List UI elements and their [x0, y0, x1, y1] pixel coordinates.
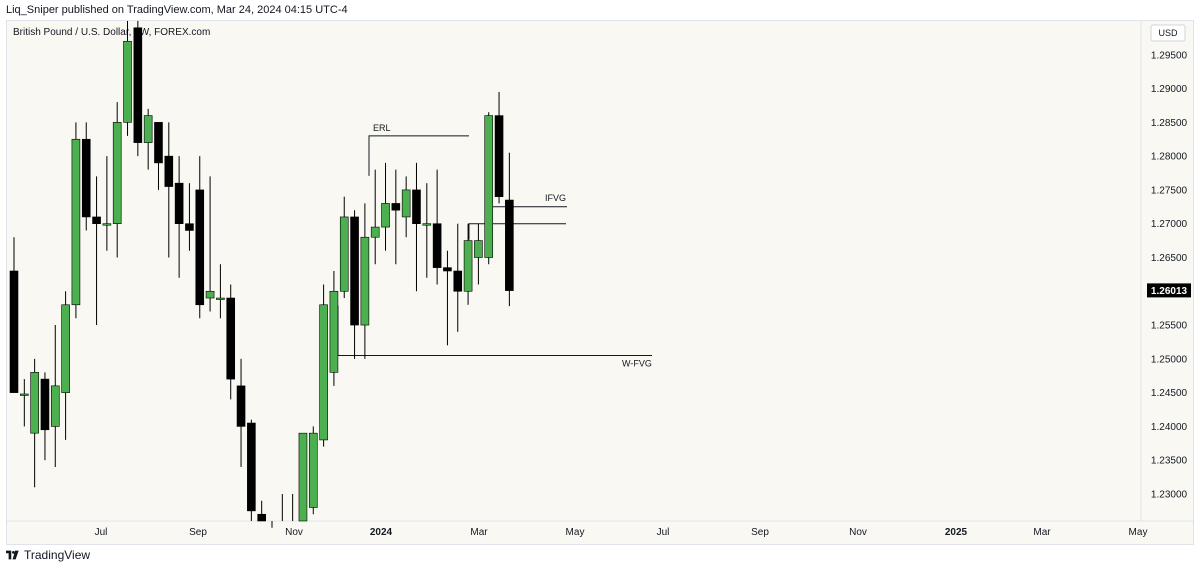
candle-up	[422, 223, 432, 226]
candle-down	[505, 199, 514, 291]
x-tick-label: May	[1129, 527, 1148, 538]
x-tick-label: Nov	[285, 527, 303, 538]
candle-down	[236, 385, 246, 427]
published-text: Liq_Sniper published on TradingView.com,…	[6, 4, 348, 16]
publisher-header: Liq_Sniper published on TradingView.com,…	[0, 0, 1200, 20]
last-price-label: 1.26013	[1151, 286, 1188, 297]
x-tick-label: Jul	[657, 527, 670, 538]
candle-up	[216, 297, 225, 300]
candle-down	[257, 513, 266, 522]
x-tick-label: Jul	[95, 527, 108, 538]
candle-up	[370, 226, 380, 238]
level-line	[468, 223, 566, 240]
candle-up	[102, 223, 112, 226]
candle-down	[247, 422, 256, 512]
candle-up	[61, 304, 70, 393]
y-tick-label: 1.23000	[1151, 489, 1188, 500]
y-tick-label: 1.24000	[1151, 422, 1188, 433]
currency-label: USD	[1158, 28, 1178, 38]
candle-up	[329, 290, 339, 373]
candle-up	[205, 290, 215, 299]
candle-down	[195, 189, 205, 306]
last-price-tag: 1.26013	[1147, 283, 1191, 298]
candle-down	[40, 378, 50, 431]
candle-up	[20, 393, 29, 396]
ifvg-label: IFVG	[545, 193, 566, 203]
candle-down	[185, 223, 194, 231]
candle-up	[381, 203, 390, 228]
currency-button[interactable]: USD	[1150, 24, 1186, 42]
y-tick-label: 1.29500	[1151, 50, 1188, 61]
y-tick-label: 1.27500	[1151, 185, 1188, 196]
footer-brand[interactable]: TradingView	[6, 545, 90, 565]
candle-down	[174, 182, 184, 225]
y-tick-label: 1.27000	[1151, 219, 1188, 230]
x-tick-label: Nov	[849, 527, 867, 538]
symbol-label: British Pound / U.S. Dollar, 1W, FOREX.c…	[13, 27, 210, 38]
y-tick-label: 1.25500	[1151, 321, 1188, 332]
wfvg-label: W-FVG	[622, 358, 652, 368]
candle-down	[92, 216, 101, 225]
x-tick-label: Sep	[189, 527, 207, 538]
candle-up	[112, 122, 122, 225]
x-tick-labels: Jul Sep Nov 2024 Mar May Jul Sep Nov 2025 Mar May	[95, 527, 1148, 538]
candle-down	[432, 223, 442, 268]
y-tick-labels: 1.23000 1.23500 1.24000 1.24500 1.25000 1.255…	[1151, 50, 1188, 500]
y-tick-label: 1.29000	[1151, 84, 1188, 95]
candle-up	[401, 189, 411, 218]
candle-down	[164, 155, 174, 187]
y-tick-label: 1.26500	[1151, 253, 1188, 264]
candlestick-chart[interactable]: British Pound / U.S. Dollar, 1W, FOREX.c…	[7, 21, 1193, 544]
candle-down	[391, 203, 401, 211]
candle-up	[308, 432, 318, 508]
candle-down	[81, 138, 91, 218]
x-tick-label: May	[566, 527, 585, 538]
candle-down	[494, 115, 504, 197]
x-tick-label: Mar	[1033, 527, 1051, 538]
candle-down	[453, 270, 463, 292]
price-axis[interactable]	[1141, 21, 1193, 521]
brand-label: TradingView	[24, 548, 91, 562]
candle-up	[484, 115, 494, 258]
candles	[9, 21, 514, 528]
y-tick-label: 1.28500	[1151, 118, 1188, 129]
x-tick-label: Sep	[751, 527, 769, 538]
y-tick-label: 1.23500	[1151, 456, 1188, 467]
candle-up	[123, 40, 132, 123]
candle-up	[339, 216, 349, 292]
candle-up	[360, 236, 370, 326]
chart-frame[interactable]: British Pound / U.S. Dollar, 1W, FOREX.c…	[6, 20, 1194, 545]
candle-down	[226, 297, 236, 380]
candle-up	[71, 138, 81, 306]
x-tick-label: 2025	[945, 527, 968, 538]
candle-down	[154, 122, 163, 164]
candle-up	[474, 240, 483, 258]
candle-up	[319, 304, 328, 441]
tradingview-logo-icon	[6, 550, 19, 560]
x-tick-label: 2024	[370, 527, 393, 538]
candle-down	[9, 270, 19, 393]
candle-down	[443, 267, 452, 272]
x-tick-label: Mar	[470, 527, 488, 538]
candle-up	[30, 372, 39, 434]
candle-up	[50, 385, 60, 427]
y-tick-label: 1.28000	[1151, 152, 1188, 163]
candle-down	[350, 216, 359, 326]
erl-line	[368, 135, 469, 176]
candle-down	[412, 189, 421, 225]
y-tick-label: 1.24500	[1151, 388, 1188, 399]
wfvg-line	[337, 305, 652, 356]
candle-up	[143, 115, 153, 143]
erl-label: ERL	[373, 123, 391, 133]
candle-down	[133, 27, 143, 143]
y-tick-label: 1.25000	[1151, 354, 1188, 365]
candle-up	[298, 432, 308, 522]
candle-up	[463, 240, 473, 292]
